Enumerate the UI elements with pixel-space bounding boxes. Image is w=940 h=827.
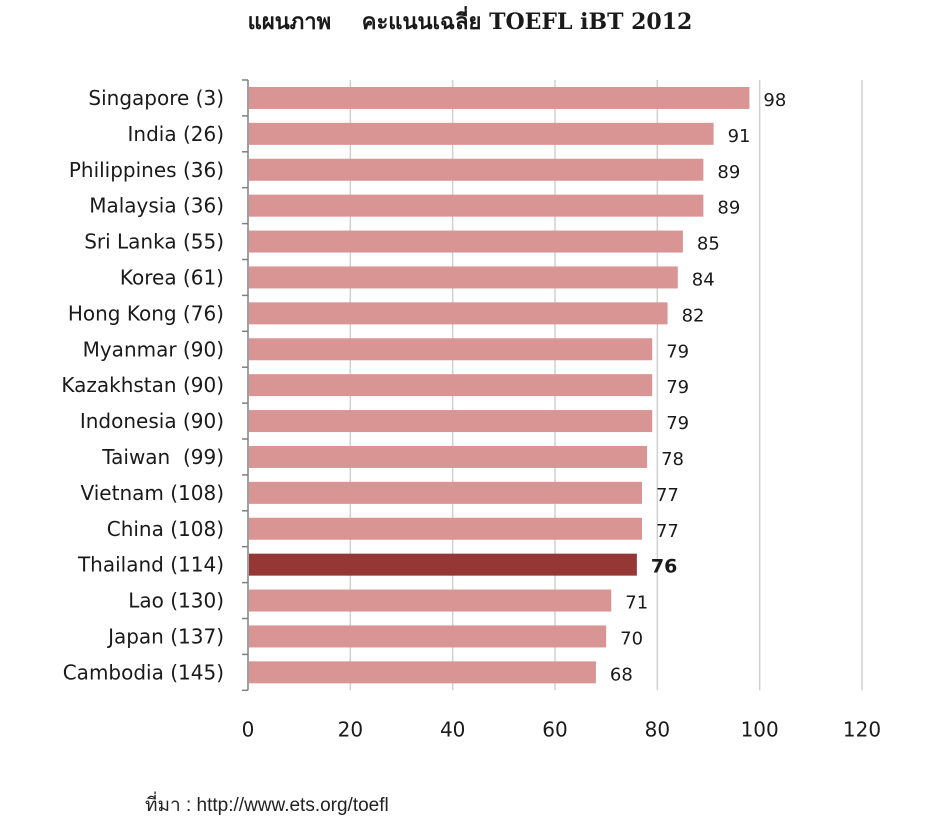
category-label: Singapore (3) xyxy=(88,86,224,110)
bars xyxy=(249,86,750,684)
chart-title: แผนภาพ คะแนนเฉลี่ย TOEFL iBT 2012 xyxy=(247,9,693,35)
category-label: Cambodia (145) xyxy=(63,660,224,684)
category-label: China (108) xyxy=(107,517,224,541)
source-note: ที่มา : http://www.ets.org/toefl xyxy=(145,795,389,816)
axes xyxy=(242,79,249,692)
bar xyxy=(249,625,607,648)
value-label: 78 xyxy=(661,449,684,470)
category-label: Vietnam (108) xyxy=(81,481,225,505)
category-label: Sri Lanka (55) xyxy=(84,230,224,254)
bar xyxy=(249,122,714,145)
category-label: Indonesia (90) xyxy=(80,409,224,433)
value-label: 79 xyxy=(666,341,689,362)
bar xyxy=(249,194,704,217)
value-label: 79 xyxy=(666,377,689,398)
bar xyxy=(249,517,642,540)
value-label: 89 xyxy=(717,198,740,219)
value-label: 91 xyxy=(728,126,751,147)
category-label: Thailand (114) xyxy=(77,553,224,577)
category-label: Korea (61) xyxy=(120,265,224,289)
category-label: Malaysia (36) xyxy=(89,194,224,218)
value-label: 77 xyxy=(656,485,679,506)
bar xyxy=(249,266,678,289)
category-label: Japan (137) xyxy=(106,624,224,648)
bar xyxy=(249,374,653,397)
value-label: 82 xyxy=(682,305,705,326)
x-tick-label: 0 xyxy=(242,717,255,741)
bar-chart: 0 20 40 60 80 100 120 Singapore (3) 98 India (26)… xyxy=(61,79,881,741)
bar xyxy=(249,445,648,468)
bar xyxy=(249,158,704,181)
x-tick-label: 60 xyxy=(542,717,567,741)
value-label: 84 xyxy=(692,269,715,290)
value-label: 76 xyxy=(651,556,677,578)
bar xyxy=(249,553,637,576)
bar xyxy=(249,481,642,504)
value-label: 89 xyxy=(717,162,740,183)
x-tick-label: 20 xyxy=(338,717,363,741)
bar xyxy=(249,338,653,361)
category-label: Kazakhstan (90) xyxy=(61,373,224,397)
category-label: Lao (130) xyxy=(128,589,224,613)
value-label: 85 xyxy=(697,234,720,255)
category-label: India (26) xyxy=(128,122,225,146)
bar xyxy=(249,589,612,612)
bar xyxy=(249,302,668,325)
value-label: 98 xyxy=(763,90,786,111)
value-label: 77 xyxy=(656,521,679,542)
category-label: Hong Kong (76) xyxy=(68,301,224,325)
x-tick-label: 80 xyxy=(645,717,670,741)
category-label: Taiwan (99) xyxy=(101,445,224,469)
x-tick-label: 40 xyxy=(440,717,465,741)
value-label: 70 xyxy=(620,628,643,649)
category-label: Myanmar (90) xyxy=(83,337,224,361)
labels: 0 20 40 60 80 100 120 Singapore (3) 98 India (26)… xyxy=(61,86,881,741)
value-label: 68 xyxy=(610,664,633,685)
category-label: Philippines (36) xyxy=(69,158,224,182)
x-tick-label: 100 xyxy=(741,717,779,741)
value-label: 71 xyxy=(625,593,648,614)
bar xyxy=(249,86,750,109)
x-tick-label: 120 xyxy=(843,717,881,741)
value-label: 79 xyxy=(666,413,689,434)
bar xyxy=(249,410,653,433)
bar xyxy=(249,661,596,684)
bar xyxy=(249,230,683,253)
